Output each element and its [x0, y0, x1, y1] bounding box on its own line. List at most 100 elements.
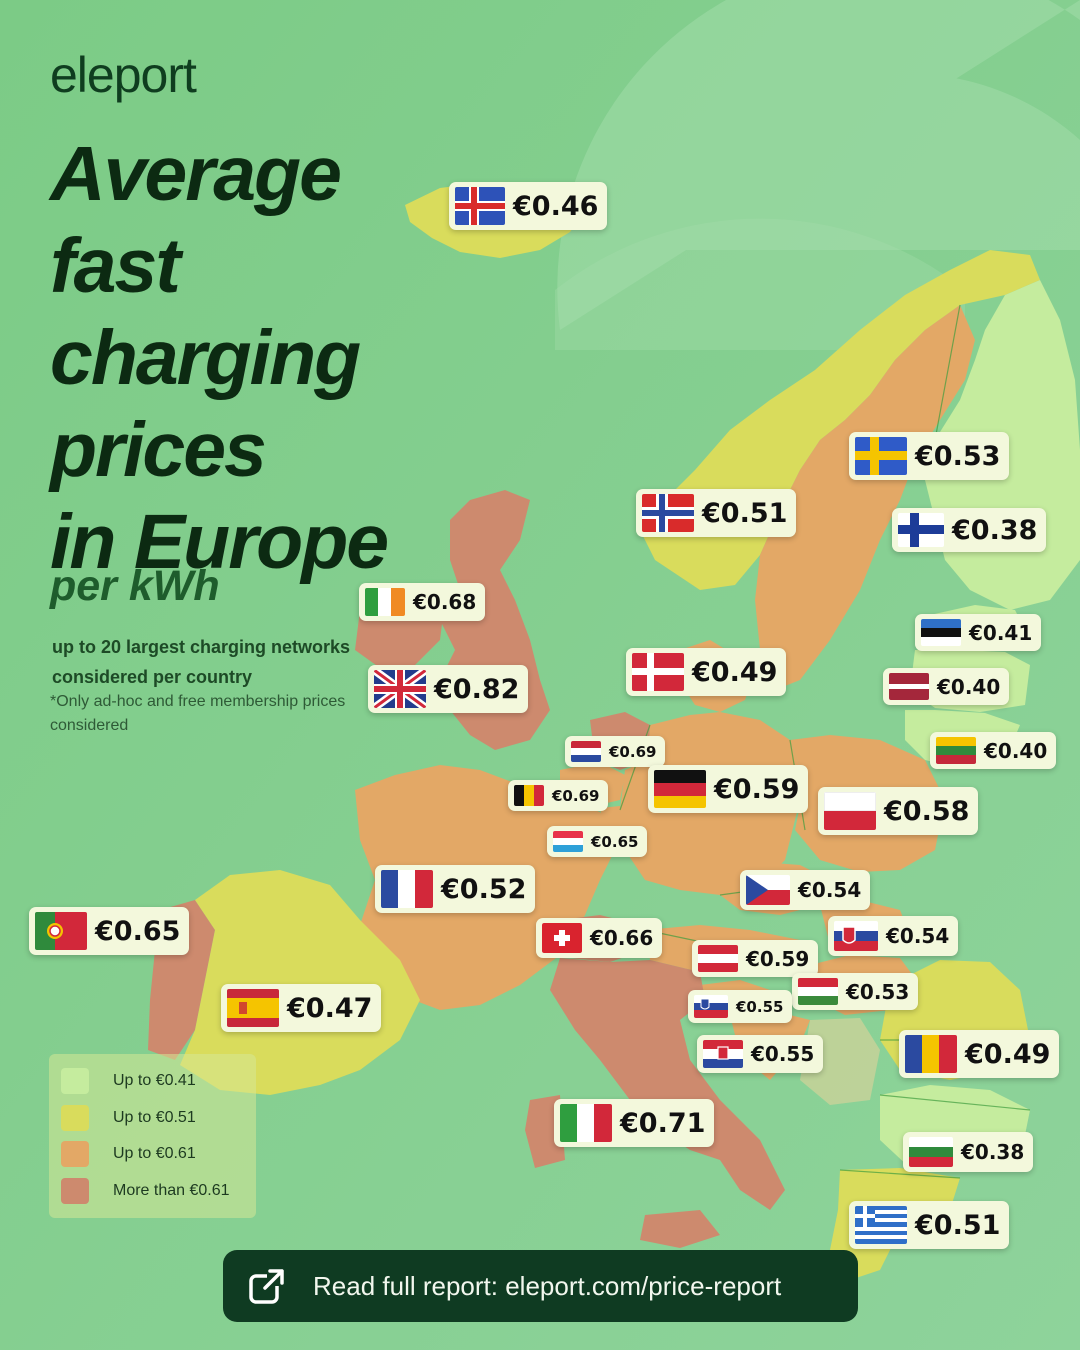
price-label-ireland: €0.68 [359, 583, 486, 621]
finland-flag [898, 513, 944, 547]
price-value: €0.40 [937, 674, 1001, 699]
legend-item: More than €0.61 [61, 1178, 230, 1204]
price-label-spain: €0.47 [221, 984, 382, 1032]
croatia-flag [703, 1040, 743, 1068]
bulgaria-flag [909, 1137, 953, 1167]
price-label-france: €0.52 [375, 865, 536, 913]
estonia-flag [921, 619, 961, 646]
legend-swatch [61, 1178, 89, 1204]
austria-flag [698, 945, 738, 972]
legend-item: Up to €0.51 [61, 1105, 196, 1131]
lithuania-flag [936, 737, 976, 764]
latvia-flag [889, 673, 929, 700]
legend-item: Up to €0.41 [61, 1068, 196, 1094]
czechia-flag [746, 875, 790, 905]
price-label-slovakia: €0.54 [828, 916, 959, 956]
price-label-czechia: €0.54 [740, 870, 871, 910]
title-line: charging [50, 315, 361, 401]
read-report-button[interactable]: Read full report: eleport.com/price-repo… [223, 1250, 858, 1322]
legend-swatch [61, 1068, 89, 1094]
price-value: €0.69 [552, 786, 600, 805]
price-value: €0.71 [620, 1107, 706, 1139]
price-value: €0.69 [609, 742, 657, 761]
sweden-flag [855, 437, 907, 475]
price-label-greece: €0.51 [849, 1201, 1010, 1249]
unit-subtitle: per kWh [50, 562, 220, 610]
price-label-croatia: €0.55 [697, 1035, 824, 1073]
legend-label: Up to €0.41 [113, 1072, 196, 1089]
country-italy [550, 958, 785, 1210]
country-sweden [755, 305, 975, 690]
report-link-text: Read full report: eleport.com/price-repo… [313, 1270, 782, 1301]
logo-watermark [557, 0, 1080, 330]
page-title: Average fast charging prices in Europe [50, 128, 470, 588]
ireland-flag [365, 588, 405, 616]
italy-flag [560, 1104, 612, 1142]
title-line: prices [50, 407, 267, 493]
hungary-flag [798, 978, 838, 1005]
price-value: €0.38 [952, 514, 1038, 546]
price-label-switzerland: €0.66 [536, 918, 663, 958]
price-value: €0.65 [95, 915, 181, 947]
belgium-flag [514, 785, 544, 806]
slovakia-flag [834, 921, 878, 951]
title-line: Average [50, 131, 342, 217]
price-label-luxembourg: €0.65 [547, 826, 648, 857]
country-sicily [640, 1210, 720, 1248]
price-value: €0.52 [441, 873, 527, 905]
legend: Up to €0.41 Up to €0.51 Up to €0.61 More… [49, 1054, 256, 1218]
legend-swatch [61, 1141, 89, 1167]
price-value: €0.49 [692, 656, 778, 688]
price-value: €0.66 [590, 926, 654, 950]
external-link-icon [249, 1269, 284, 1304]
denmark-flag [632, 653, 684, 691]
united-kingdom-flag [374, 670, 426, 708]
price-value: €0.55 [736, 997, 784, 1016]
norway-flag [642, 494, 694, 532]
logo-watermark-arc [555, 218, 965, 350]
price-label-denmark: €0.49 [626, 648, 787, 696]
price-label-united-kingdom: €0.82 [368, 665, 529, 713]
price-label-bulgaria: €0.38 [903, 1132, 1034, 1172]
price-label-romania: €0.49 [899, 1030, 1060, 1078]
price-value: €0.51 [915, 1209, 1001, 1241]
price-value: €0.41 [969, 620, 1033, 645]
spain-flag [227, 989, 279, 1027]
price-label-belgium: €0.69 [508, 780, 609, 811]
price-value: €0.47 [287, 992, 373, 1024]
netherlands-flag [571, 741, 601, 762]
price-value: €0.49 [965, 1038, 1051, 1070]
price-value: €0.46 [513, 190, 599, 222]
price-value: €0.51 [702, 497, 788, 529]
footnote: *Only ad-hoc and free membership prices … [50, 693, 346, 734]
eleport-logo: eleport [50, 47, 197, 103]
price-value: €0.53 [846, 979, 910, 1004]
legend-label: Up to €0.61 [113, 1145, 196, 1162]
price-value: €0.58 [884, 795, 970, 827]
price-label-austria: €0.59 [692, 940, 819, 977]
price-label-portugal: €0.65 [29, 907, 190, 955]
title-line: fast [50, 223, 181, 309]
price-value: €0.54 [886, 924, 950, 948]
romania-flag [905, 1035, 957, 1073]
price-label-hungary: €0.53 [792, 973, 919, 1010]
legend-swatch [61, 1105, 89, 1131]
slovenia-flag [694, 995, 728, 1018]
legend-label: Up to €0.51 [113, 1109, 196, 1126]
price-label-slovenia: €0.55 [688, 990, 793, 1023]
legend-label: More than €0.61 [113, 1182, 230, 1199]
price-value: €0.55 [751, 1042, 815, 1066]
luxembourg-flag [553, 831, 583, 852]
price-label-sweden: €0.53 [849, 432, 1010, 480]
price-label-estonia: €0.41 [915, 614, 1042, 651]
price-value: €0.82 [434, 673, 520, 705]
price-value: €0.59 [714, 773, 800, 805]
title-line: in Europe [50, 499, 389, 585]
price-label-poland: €0.58 [818, 787, 979, 835]
france-flag [381, 870, 433, 908]
price-label-germany: €0.59 [648, 765, 809, 813]
price-value: €0.38 [961, 1140, 1025, 1164]
greece-flag [855, 1206, 907, 1244]
price-value: €0.65 [591, 832, 639, 851]
